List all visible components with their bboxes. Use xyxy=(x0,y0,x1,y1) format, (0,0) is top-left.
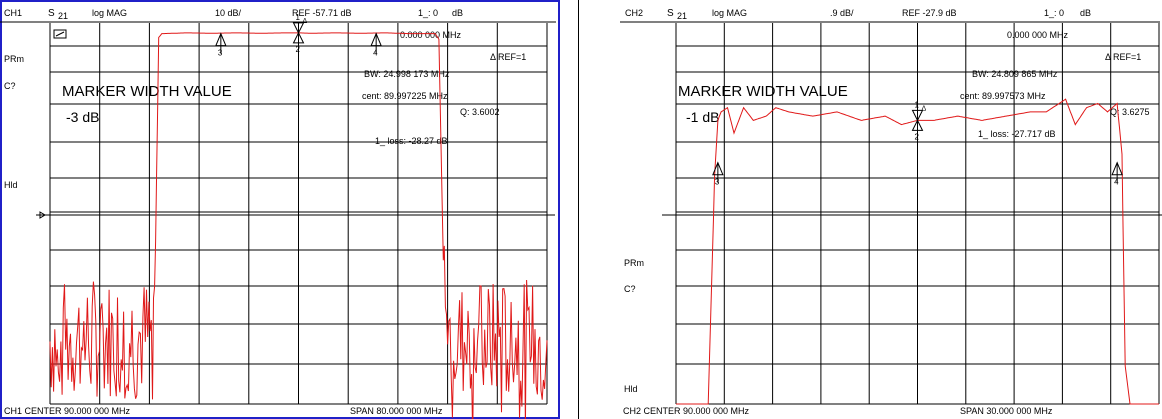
span-footer: SPAN 80.000 000 MHz xyxy=(350,406,443,416)
marker-1-label: 1 xyxy=(296,13,301,22)
grid xyxy=(0,21,556,405)
status-label: Hld xyxy=(624,384,638,394)
averaging-box-stroke xyxy=(55,31,65,37)
delta-icon: Δ xyxy=(922,105,927,112)
panel-divider xyxy=(578,0,579,419)
q-readout: Q: 3.6275 xyxy=(1110,107,1150,117)
grid xyxy=(620,21,1162,405)
averaging-box-icon xyxy=(53,29,67,39)
channel-2-panel: CH2 S 21 log MAG .9 dB/REF -27.9 dB 1_: 0 dB PR… xyxy=(620,0,1162,419)
loss-readout: 1_ loss: -28.27 dB xyxy=(375,136,448,146)
bandwidth-readout: BW: 24.809 865 MHz xyxy=(972,69,1058,79)
marker-frequency: 0.000 000 MHz xyxy=(1007,30,1069,40)
marker-1-label: 1 xyxy=(915,100,920,109)
width-value-label: -3 dB xyxy=(66,109,99,125)
reference-arrow-icon xyxy=(39,211,46,219)
marker-4-label: 4 xyxy=(373,49,378,58)
parameter-subscript: 21 xyxy=(58,11,68,21)
scale-label: .9 dB/ xyxy=(830,8,854,18)
parameter-subscript: 21 xyxy=(677,11,687,21)
bandwidth-readout: BW: 24.998 173 MHz xyxy=(364,69,450,79)
marker-header: 1_: 0 xyxy=(1044,8,1064,18)
format-label: log MAG xyxy=(712,8,747,18)
channel-1-frame xyxy=(0,0,560,419)
marker-width-title: MARKER WIDTH VALUE xyxy=(678,83,848,100)
center-readout: cent: 89.997573 MHz xyxy=(960,91,1046,101)
marker-3-label: 3 xyxy=(218,49,223,58)
reference-level: REF -27.9 dB xyxy=(902,8,957,18)
scale-label: 10 dB/ xyxy=(215,8,242,18)
marker-4-label: 4 xyxy=(1114,178,1119,187)
marker-header: 1_: 0 xyxy=(418,8,438,18)
delta-reference-label: Δ REF=1 xyxy=(490,52,526,62)
center-frequency-footer: CH2 CENTER 90.000 000 MHz xyxy=(623,406,750,416)
parameter-label: S xyxy=(667,8,674,19)
channel-1-panel: CH1 S 21 log MAG 10 dB/REF -57.71 dB 1_: 0 dB P… xyxy=(0,0,560,419)
channel-1-chart: CH1 S 21 log MAG 10 dB/REF -57.71 dB 1_: 0 dBP… xyxy=(0,8,556,419)
status-label: C? xyxy=(4,81,16,91)
status-label: C? xyxy=(624,284,636,294)
marker-unit: dB xyxy=(1080,8,1091,18)
marker-3-label: 3 xyxy=(715,178,720,187)
marker-2-label: 2 xyxy=(296,45,301,54)
marker-unit: dB xyxy=(452,8,463,18)
marker-2-icon xyxy=(911,119,924,131)
status-label: PRm xyxy=(4,54,24,64)
channel-2-chart: CH2 S 21 log MAG .9 dB/REF -27.9 dB 1_: 0 dBPR… xyxy=(620,8,1162,416)
marker-2-label: 2 xyxy=(915,132,920,141)
center-readout: cent: 89.997225 MHz xyxy=(362,91,448,101)
channel-label: CH2 xyxy=(625,8,643,18)
loss-readout: 1_ loss: -27.717 dB xyxy=(978,129,1056,139)
delta-icon: Δ xyxy=(303,18,308,25)
center-frequency-footer: CH1 CENTER 90.000 000 MHz xyxy=(4,406,131,416)
parameter-label: S xyxy=(48,8,55,19)
status-label: Hld xyxy=(4,180,18,190)
status-label: PRm xyxy=(624,258,644,268)
span-footer: SPAN 30.000 000 MHz xyxy=(960,406,1053,416)
marker-frequency: 0.000 000 MHz xyxy=(400,30,462,40)
reference-level: REF -57.71 dB xyxy=(292,8,352,18)
format-label: log MAG xyxy=(92,8,127,18)
delta-reference-label: Δ REF=1 xyxy=(1105,52,1141,62)
channel-label: CH1 xyxy=(4,8,22,18)
marker-width-title: MARKER WIDTH VALUE xyxy=(62,83,232,100)
q-readout: Q: 3.6002 xyxy=(460,107,500,117)
width-value-label: -1 dB xyxy=(686,109,719,125)
